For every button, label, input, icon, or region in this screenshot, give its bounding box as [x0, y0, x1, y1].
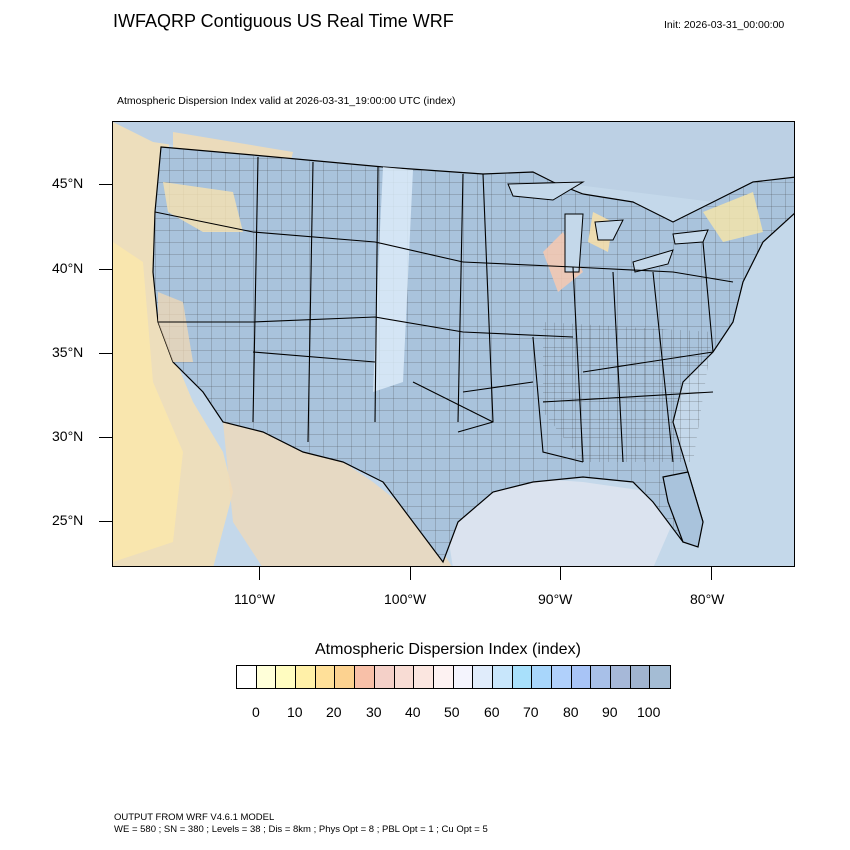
lat-label-45n: 45°N [52, 175, 84, 191]
colorbar-cell [414, 666, 434, 688]
lat-label-25n: 25°N [52, 512, 84, 528]
colorbar-cell [611, 666, 631, 688]
colorbar-tick-label: 0 [252, 704, 260, 720]
colorbar-cell [473, 666, 493, 688]
lon-tick [410, 567, 411, 580]
mexico-region [223, 422, 452, 566]
colorbar-cell [374, 666, 395, 688]
lon-tick [711, 567, 712, 580]
lat-tick [99, 437, 112, 438]
map-panel [112, 121, 795, 567]
colorbar-cell [453, 666, 474, 688]
lat-tick [99, 269, 112, 270]
lat-tick [99, 353, 112, 354]
colorbar-cell [512, 666, 533, 688]
lat-label-40n: 40°N [52, 260, 84, 276]
colorbar-tick-label: 80 [563, 704, 579, 720]
colorbar-cell [335, 666, 356, 688]
colorbar-tick-label: 70 [523, 704, 539, 720]
colorbar-cell [237, 666, 257, 688]
colorbar-cell [552, 666, 572, 688]
lat-label-30n: 30°N [52, 428, 84, 444]
colorbar-cell [296, 666, 316, 688]
figure-title: IWFAQRP Contiguous US Real Time WRF [113, 11, 454, 31]
colorbar-tick-label: 20 [326, 704, 342, 720]
canada-region [113, 122, 794, 202]
lon-label-110w: 110°W [234, 591, 276, 607]
gulf-region [443, 477, 673, 566]
model-footer-line2: WE = 580 ; SN = 380 ; Levels = 38 ; Dis … [114, 824, 488, 835]
colorbar-tick-label: 30 [366, 704, 382, 720]
colorbar-cell [630, 666, 651, 688]
lon-tick [560, 567, 561, 580]
plains-stripe [373, 167, 413, 392]
colorbar-cell [650, 666, 671, 688]
colorbar-cell [571, 666, 592, 688]
colorbar-tick-label: 40 [405, 704, 421, 720]
colorbar-cell [256, 666, 277, 688]
florida [662, 471, 704, 548]
colorbar-cell [394, 666, 415, 688]
lat-tick [99, 521, 112, 522]
colorbar [236, 665, 672, 689]
lon-tick [259, 567, 260, 580]
lat-tick [99, 184, 112, 185]
colorbar-tick-label: 10 [287, 704, 303, 720]
us-dispersion-map [113, 122, 794, 566]
colorbar-tick-label: 60 [484, 704, 500, 720]
lon-label-80w: 80°W [690, 591, 725, 607]
colorbar-cell [433, 666, 454, 688]
state-boundaries [154, 156, 734, 463]
colorbar-cell [315, 666, 336, 688]
colorbar-cell [276, 666, 297, 688]
colorbar-cell [355, 666, 375, 688]
colorbar-title: Atmospheric Dispersion Index (index) [315, 641, 581, 658]
colorbar-tick-label: 90 [602, 704, 618, 720]
lon-label-100w: 100°W [384, 591, 427, 607]
colorbar-tick-label: 50 [444, 704, 460, 720]
lat-label-35n: 35°N [52, 344, 84, 360]
model-footer-line1: OUTPUT FROM WRF V4.6.1 MODEL [114, 812, 275, 823]
lon-label-90w: 90°W [538, 591, 573, 607]
colorbar-tick-label: 100 [637, 704, 661, 720]
init-time-label: Init: 2026-03-31_00:00:00 [664, 19, 785, 31]
colorbar-cell [492, 666, 513, 688]
colorbar-cell [532, 666, 552, 688]
colorbar-cell [591, 666, 612, 688]
field-subtitle: Atmospheric Dispersion Index valid at 20… [117, 95, 456, 107]
